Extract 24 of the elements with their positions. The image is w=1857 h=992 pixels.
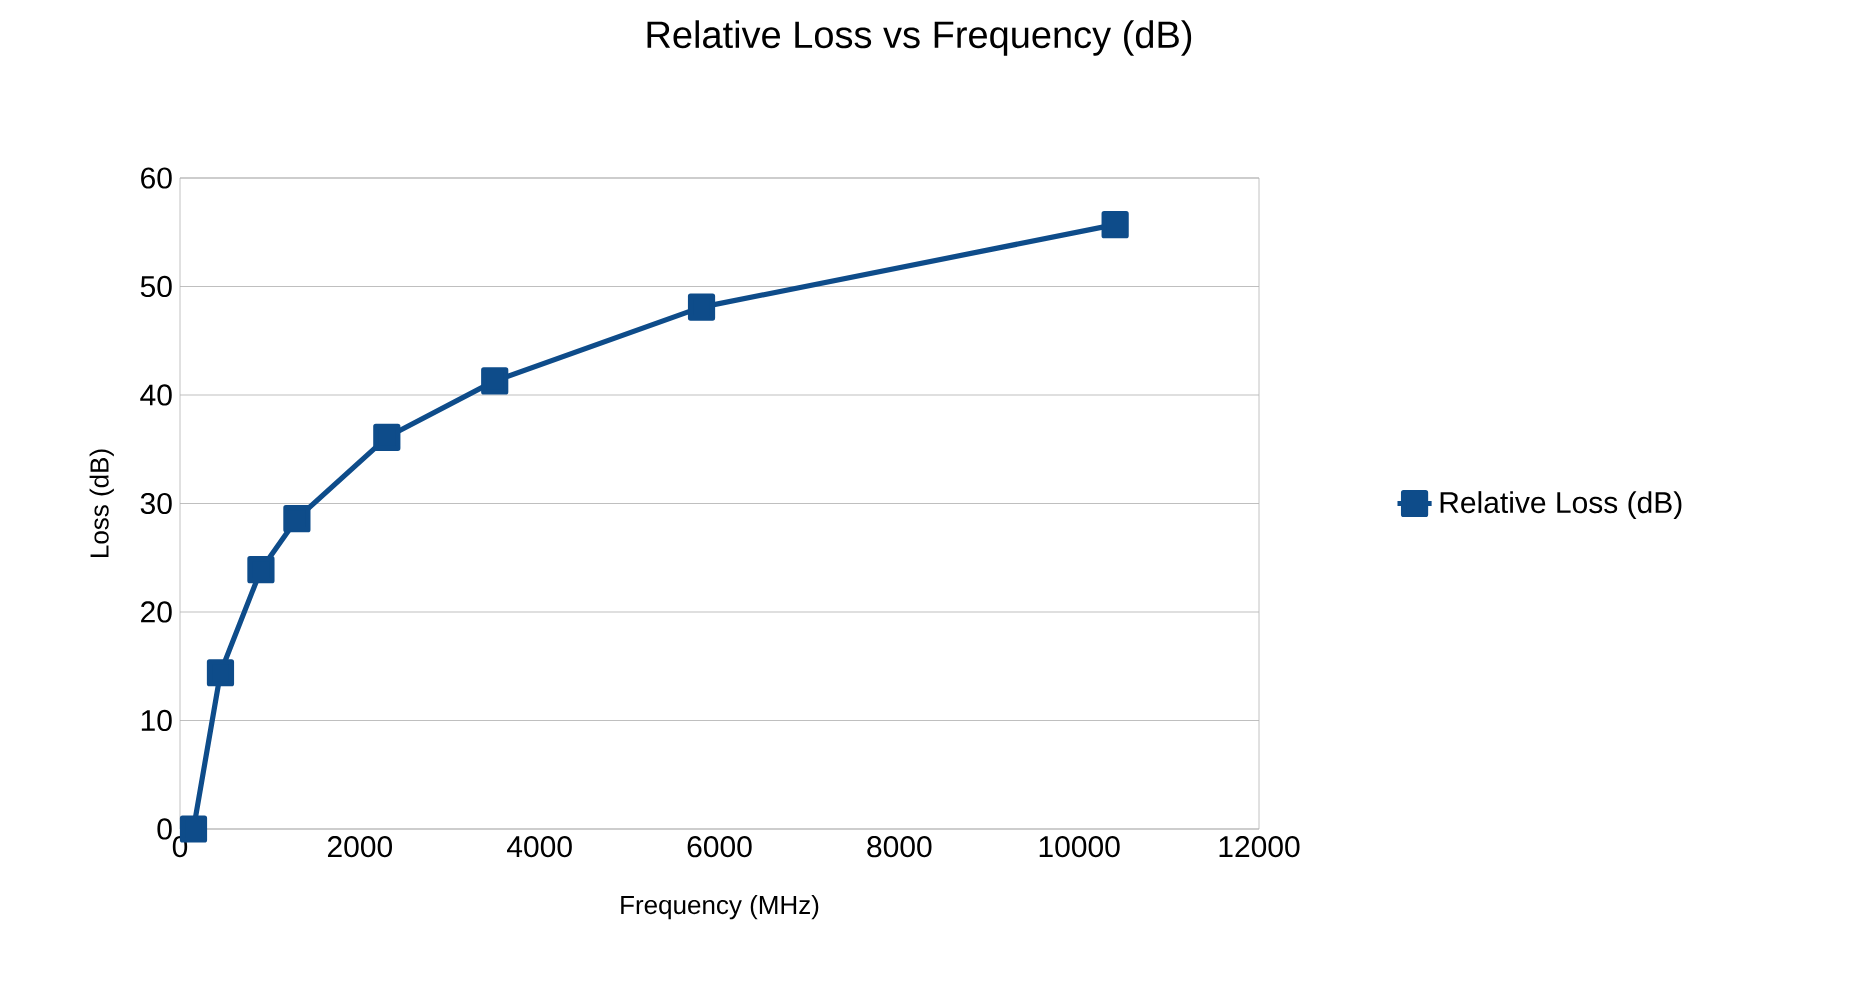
x-tick-label: 4000 <box>507 836 572 858</box>
y-tick-label: 60 <box>141 167 172 189</box>
y-axis-title: Loss (dB) <box>89 449 114 557</box>
x-tick-label: 2000 <box>327 836 393 858</box>
y-tick-label: 40 <box>140 384 172 406</box>
x-axis-title: Frequency (MHz) <box>621 895 819 920</box>
y-tick-label: 50 <box>140 275 172 298</box>
y-tick-label: 30 <box>140 492 172 515</box>
x-tick-label: 6000 <box>687 836 752 858</box>
point <box>687 293 716 321</box>
point <box>481 367 509 395</box>
y-tick-label: 20 <box>141 601 172 623</box>
x-tick-label: 10000 <box>1039 836 1120 858</box>
legend-label: Relative Loss (dB) <box>1440 491 1682 520</box>
point <box>206 659 235 687</box>
x-tick-label: 12000 <box>1219 836 1300 858</box>
y-tick-label: 0 <box>157 818 172 840</box>
point <box>283 505 311 533</box>
x-tick-label: 8000 <box>867 836 932 858</box>
chart-title: Relative Loss vs Frequency (dB) <box>647 20 1192 56</box>
y-tick-label: 10 <box>141 709 172 732</box>
point <box>373 423 401 451</box>
point <box>1101 211 1129 239</box>
point <box>247 556 275 584</box>
